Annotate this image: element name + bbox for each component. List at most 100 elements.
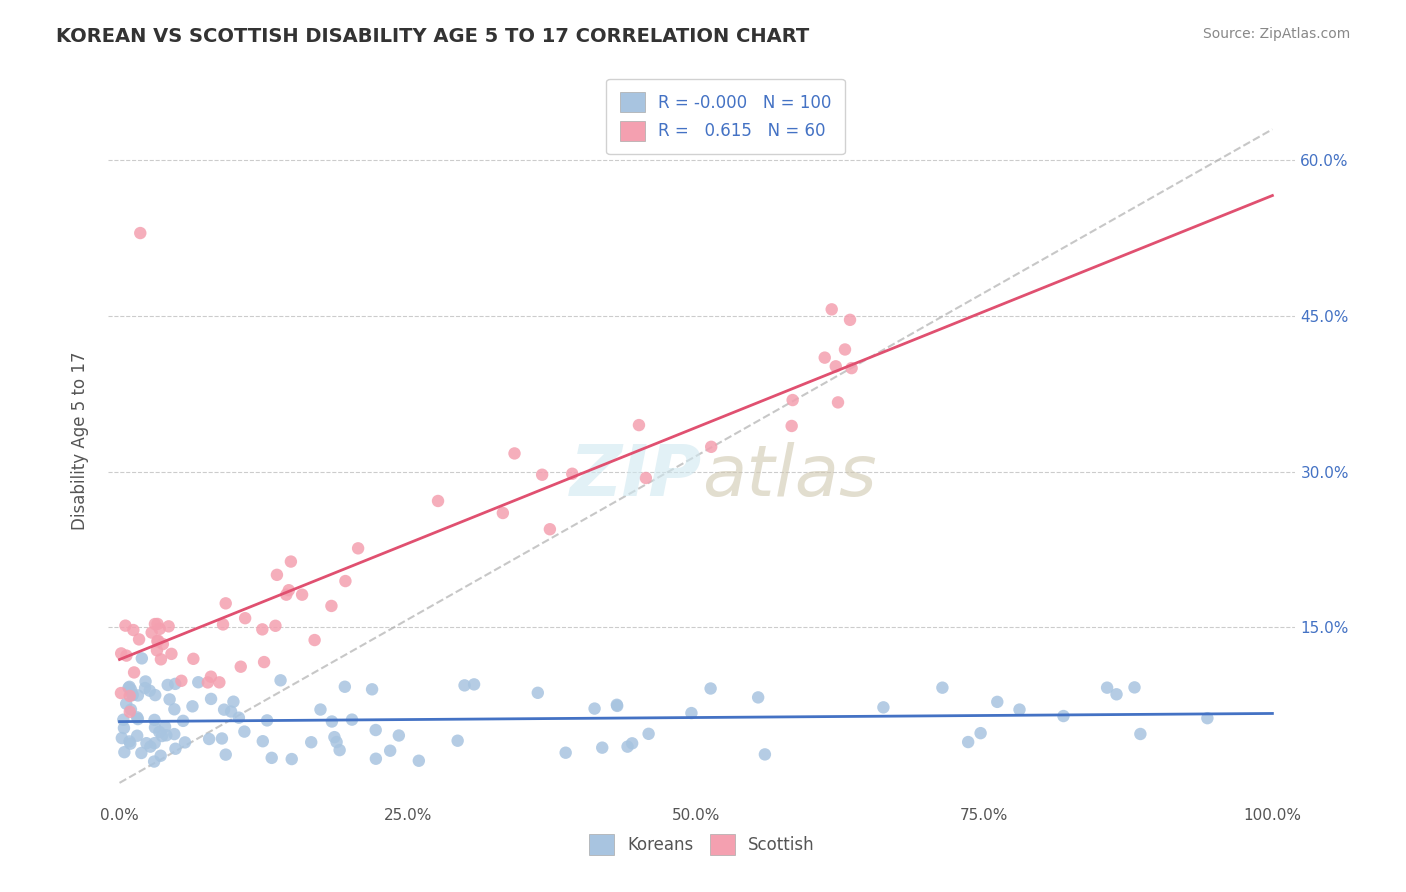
Point — [323, 730, 346, 744]
Point — [110, 647, 132, 661]
Point — [583, 701, 606, 715]
Point — [1105, 687, 1128, 701]
Point — [957, 735, 980, 749]
Point — [143, 755, 166, 769]
Point — [304, 633, 326, 648]
Point — [121, 687, 143, 701]
Point — [156, 678, 179, 692]
Point — [198, 731, 221, 746]
Point — [127, 689, 149, 703]
Point — [1052, 709, 1074, 723]
Point — [146, 634, 169, 648]
Point — [163, 727, 186, 741]
Point — [208, 675, 231, 690]
Point — [554, 746, 576, 760]
Point — [152, 637, 174, 651]
Y-axis label: Disability Age 5 to 17: Disability Age 5 to 17 — [72, 351, 89, 530]
Point — [155, 728, 177, 742]
Point — [253, 655, 276, 669]
Point — [215, 747, 238, 762]
Point — [181, 699, 204, 714]
Point — [321, 599, 343, 613]
Point — [277, 583, 299, 598]
Point — [200, 692, 222, 706]
Point — [118, 680, 141, 694]
Point — [163, 702, 186, 716]
Point — [112, 745, 135, 759]
Point — [149, 622, 172, 636]
Point — [561, 467, 583, 481]
Point — [115, 697, 138, 711]
Point — [814, 351, 837, 365]
Point — [149, 652, 172, 666]
Point — [129, 226, 152, 240]
Point — [538, 522, 561, 536]
Point — [143, 713, 166, 727]
Point — [174, 735, 197, 749]
Point — [291, 588, 314, 602]
Point — [120, 702, 142, 716]
Point — [260, 751, 283, 765]
Point — [780, 419, 803, 434]
Point — [1008, 702, 1031, 716]
Point — [112, 721, 135, 735]
Point — [139, 739, 162, 754]
Point — [388, 729, 411, 743]
Point — [266, 567, 288, 582]
Point — [872, 700, 894, 714]
Point — [824, 359, 846, 374]
Point — [329, 743, 352, 757]
Point — [1197, 711, 1219, 725]
Point — [170, 673, 193, 688]
Point — [754, 747, 776, 762]
Point — [616, 739, 638, 754]
Point — [146, 643, 169, 657]
Text: KOREAN VS SCOTTISH DISABILITY AGE 5 TO 17 CORRELATION CHART: KOREAN VS SCOTTISH DISABILITY AGE 5 TO 1… — [56, 27, 810, 45]
Point — [212, 617, 235, 632]
Point — [114, 618, 136, 632]
Point — [117, 681, 139, 695]
Point — [127, 710, 149, 724]
Point — [153, 720, 176, 734]
Point — [453, 678, 475, 692]
Text: ZIP: ZIP — [569, 442, 702, 511]
Point — [215, 596, 238, 610]
Point — [222, 695, 245, 709]
Point — [408, 754, 430, 768]
Point — [131, 746, 153, 760]
Point — [1123, 681, 1146, 695]
Point — [252, 623, 274, 637]
Point — [211, 731, 233, 746]
Point — [212, 703, 235, 717]
Point — [531, 467, 554, 482]
Point — [931, 681, 953, 695]
Point — [148, 725, 170, 739]
Point — [280, 555, 302, 569]
Text: atlas: atlas — [702, 442, 876, 511]
Point — [1095, 681, 1118, 695]
Point — [270, 673, 292, 688]
Point — [149, 748, 172, 763]
Point — [526, 686, 548, 700]
Point — [183, 652, 205, 666]
Point — [118, 689, 141, 703]
Point — [233, 611, 256, 625]
Point — [325, 735, 347, 749]
Point — [135, 674, 157, 689]
Point — [256, 714, 278, 728]
Point — [969, 726, 991, 740]
Point — [143, 617, 166, 632]
Point — [165, 677, 187, 691]
Point — [606, 698, 628, 712]
Point — [121, 688, 143, 702]
Point — [699, 681, 721, 696]
Point — [364, 723, 387, 737]
Point — [447, 733, 470, 747]
Point — [364, 752, 387, 766]
Point — [120, 682, 142, 697]
Point — [252, 734, 274, 748]
Point — [150, 729, 173, 743]
Point — [463, 677, 485, 691]
Point — [118, 705, 141, 719]
Point — [621, 736, 644, 750]
